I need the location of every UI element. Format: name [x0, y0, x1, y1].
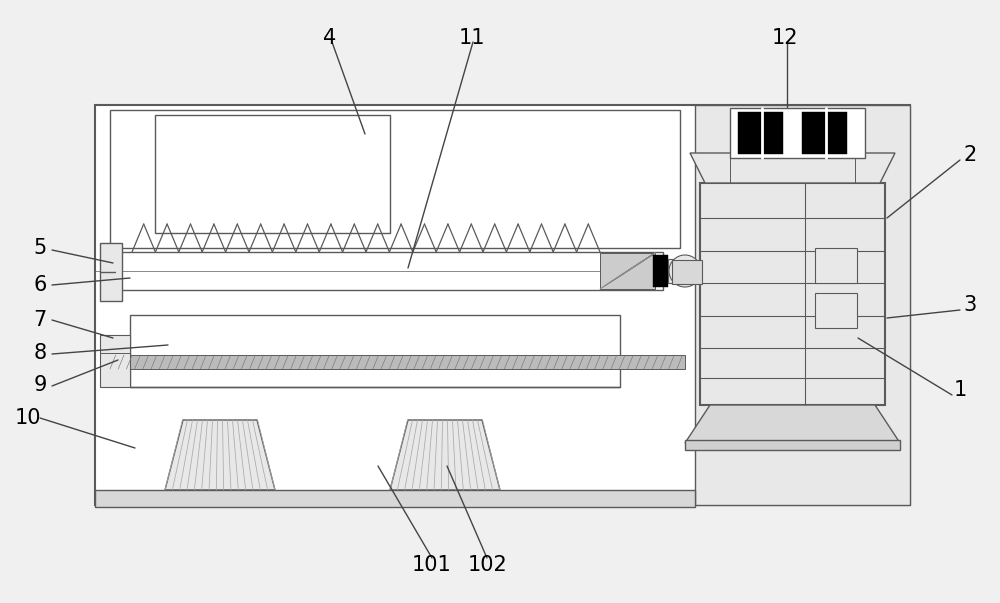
Bar — [738, 112, 783, 154]
Bar — [100, 335, 130, 387]
Bar — [95, 490, 695, 507]
Polygon shape — [685, 405, 900, 443]
Bar — [685, 440, 900, 450]
Bar — [700, 183, 885, 405]
Text: 11: 11 — [459, 28, 485, 48]
Text: 10: 10 — [15, 408, 41, 428]
Text: 1: 1 — [953, 380, 967, 400]
Bar — [730, 108, 865, 158]
Text: 7: 7 — [33, 310, 47, 330]
Bar — [668, 259, 678, 283]
Bar — [600, 253, 655, 289]
Bar — [115, 252, 663, 290]
Bar — [95, 105, 910, 505]
Text: 4: 4 — [323, 28, 337, 48]
Bar — [130, 315, 620, 387]
Text: 12: 12 — [772, 28, 798, 48]
Bar — [100, 243, 122, 301]
Bar — [672, 260, 702, 284]
Bar — [653, 255, 668, 287]
Bar — [815, 293, 857, 328]
Polygon shape — [390, 420, 500, 490]
Text: 101: 101 — [412, 555, 452, 575]
Text: 3: 3 — [963, 295, 977, 315]
Polygon shape — [165, 420, 275, 490]
Text: 8: 8 — [33, 343, 47, 363]
Bar — [815, 248, 857, 283]
Bar — [802, 112, 847, 154]
Text: 5: 5 — [33, 238, 47, 258]
Circle shape — [669, 255, 701, 287]
Text: 2: 2 — [963, 145, 977, 165]
Text: 102: 102 — [468, 555, 508, 575]
Text: 6: 6 — [33, 275, 47, 295]
Text: 9: 9 — [33, 375, 47, 395]
Bar — [695, 105, 910, 505]
Bar — [110, 110, 680, 248]
Bar — [155, 115, 390, 233]
Polygon shape — [690, 153, 895, 183]
Bar — [110, 355, 685, 369]
